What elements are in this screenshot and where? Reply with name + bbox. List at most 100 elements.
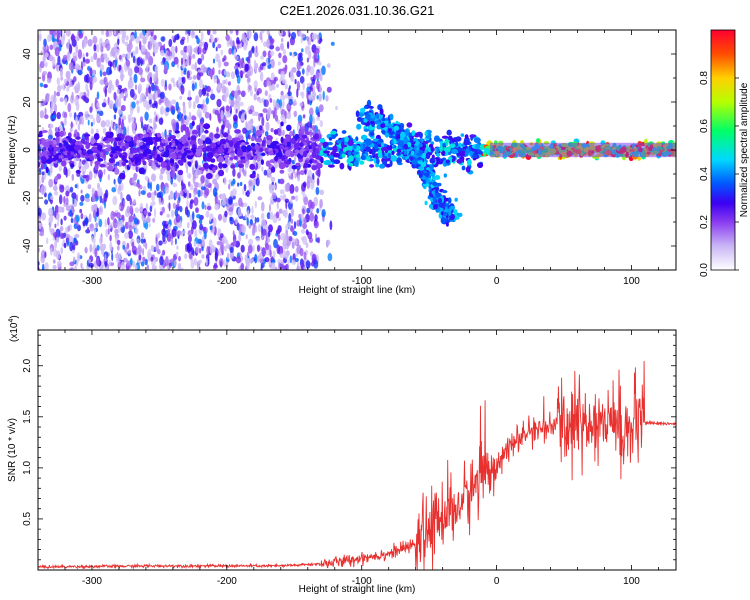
spectrogram-cell [121, 183, 124, 191]
spectrogram-cell [90, 128, 95, 135]
spectrogram-cell [176, 33, 180, 40]
spectrogram-cell [242, 187, 245, 196]
spectrogram-cell [430, 146, 434, 152]
spectrogram-cell [154, 136, 162, 142]
spectrogram-cell [93, 133, 100, 140]
spectrogram-cell [274, 114, 279, 122]
spectrogram-cell [270, 176, 276, 182]
spectrogram-cell [364, 145, 371, 152]
spectrogram-cell [122, 126, 127, 136]
spectrogram-cell [101, 30, 105, 36]
spectrogram-cell [63, 78, 68, 84]
spectrogram-cell [233, 48, 237, 58]
spectrogram-cell [67, 102, 72, 113]
spectrogram-cell [227, 81, 231, 86]
spectrogram-cell [314, 58, 319, 63]
spectrogram-cell [198, 218, 203, 225]
spectrogram-cell [444, 197, 449, 202]
spectrogram-cell [217, 157, 224, 163]
spectrogram-cell [247, 209, 250, 218]
spectrogram-cell [302, 235, 308, 245]
spectrogram-cell [327, 239, 331, 246]
spectrogram-cell [292, 53, 295, 58]
spectrogram-cell [213, 153, 220, 157]
spectrogram-cell [338, 150, 342, 154]
spectrogram-cell [119, 219, 125, 228]
spectrogram-cell [174, 130, 180, 134]
spectrogram-cell [210, 158, 216, 163]
spectrogram-cell [403, 143, 408, 150]
spectrogram-cell [371, 113, 375, 119]
spectrogram-cell [59, 130, 64, 137]
spectrogram-cell [108, 30, 113, 33]
spectrogram-cell [139, 40, 142, 51]
spectrogram-cell [140, 190, 146, 196]
spectrogram-cell [93, 52, 98, 60]
spectrogram-cell [323, 143, 327, 149]
spectrogram-cell [174, 208, 179, 217]
spectrogram-cell [217, 148, 225, 154]
spectrogram-cell [192, 101, 196, 110]
spectrogram-cell [308, 94, 313, 101]
spectrogram-cell [218, 69, 221, 75]
spectrogram-cell [49, 30, 54, 35]
spectrogram-cell [270, 166, 276, 173]
spectrogram-cell [140, 144, 148, 149]
spectrogram-cell [382, 155, 388, 160]
spectrogram-cell [181, 139, 186, 145]
spectrogram-cell [218, 169, 225, 177]
spectrogram-cell [94, 160, 101, 166]
spectrogram-cell [245, 234, 248, 240]
spectrogram-cell [214, 203, 220, 211]
spectrogram-cell [63, 118, 67, 126]
spectrogram-cell [181, 174, 184, 181]
spectrogram-cell [259, 113, 263, 118]
spectrogram-cell [266, 80, 272, 87]
spectrogram-cell [239, 70, 244, 76]
spectrogram-cell [186, 45, 191, 54]
spectrogram-cell [260, 55, 265, 60]
spectrogram-cell [432, 196, 437, 202]
spectrogram-cell [85, 143, 90, 150]
spectrogram-cell [248, 238, 253, 246]
spectrogram-cell [216, 241, 222, 246]
spectrogram-cell [319, 149, 324, 156]
spectrogram-cell [319, 85, 322, 94]
spectrogram-cell [311, 79, 316, 86]
spectrogram-cell [248, 223, 252, 229]
spectrogram-cell [214, 251, 218, 262]
spectrogram-cell [320, 156, 324, 164]
spectrogram-cell [180, 267, 184, 270]
spectrogram-cell [175, 164, 180, 169]
spectrogram-cell [180, 49, 184, 56]
spectrogram-cell [215, 46, 218, 52]
spectrogram-cell [305, 229, 309, 236]
spectrogram-cell [131, 101, 136, 109]
spectrogram-cell [197, 103, 202, 109]
spectrogram-cell [53, 191, 59, 196]
spectrogram-cell [40, 164, 44, 170]
spectrogram-cell [60, 76, 64, 81]
spectrogram-cell [341, 153, 346, 158]
spectrogram-cell [315, 169, 321, 176]
spectrogram-cell [247, 134, 251, 140]
spectrogram-cell [457, 147, 465, 152]
spectrogram-cell [439, 202, 445, 208]
spectrogram-cell [104, 189, 109, 199]
spectrogram-cell [167, 229, 171, 236]
spectrogram-cell [143, 150, 148, 157]
spectrogram-cell [266, 212, 271, 220]
spectrogram-cell [318, 93, 322, 102]
spectrogram-cell [301, 91, 305, 99]
spectrogram-cell [69, 261, 75, 267]
spectrogram-cell [300, 212, 304, 222]
spectrogram-cell [371, 151, 376, 156]
spectrogram-cell [65, 70, 71, 79]
spectrogram-cell [127, 67, 133, 77]
spectrogram-cell [56, 30, 61, 40]
spectrogram-cell [253, 32, 259, 42]
spectrogram-cell [136, 100, 140, 106]
spectrogram-cell [289, 51, 293, 56]
spectrogram-cell [135, 46, 139, 55]
y-tick-label: 20 [22, 96, 33, 108]
